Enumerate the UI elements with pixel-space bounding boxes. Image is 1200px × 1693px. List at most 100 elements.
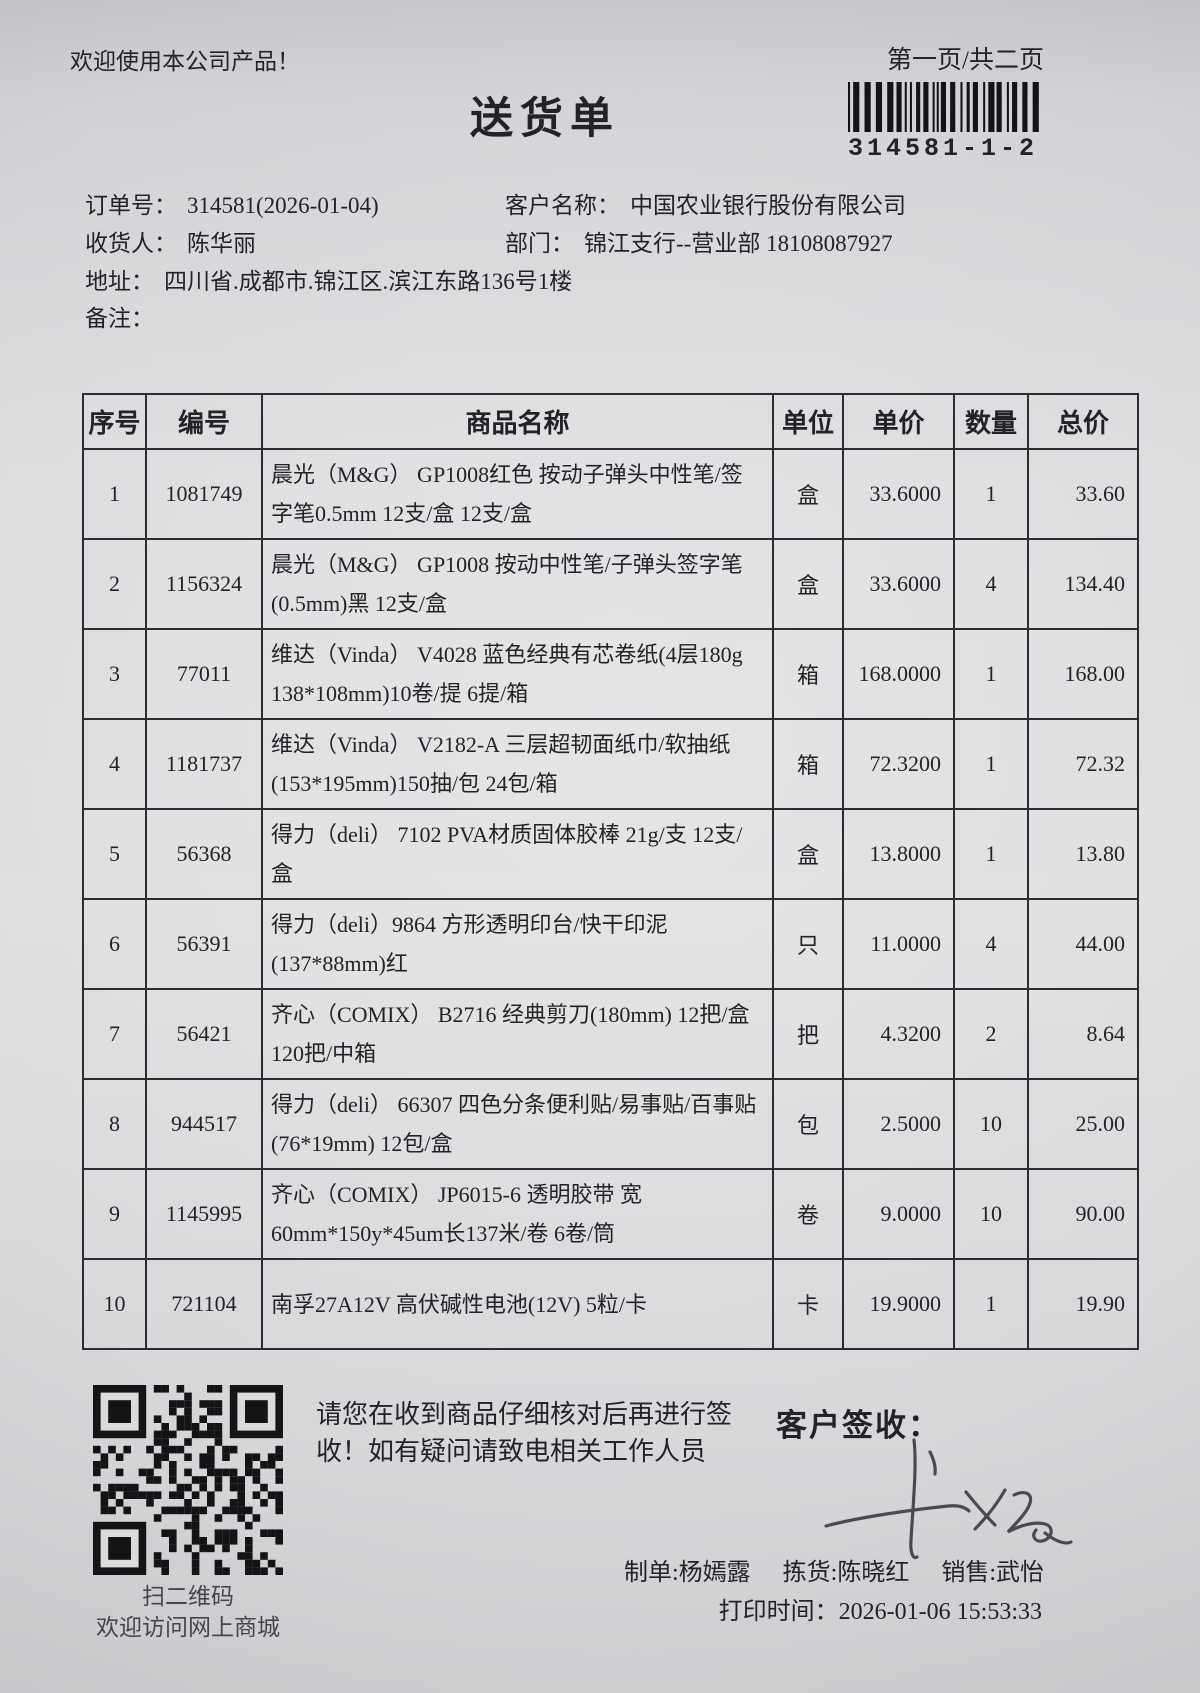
cell-code: 77011 xyxy=(145,628,263,720)
cell-unit: 盒 xyxy=(772,448,844,540)
handwritten-signature xyxy=(824,1438,1073,1560)
table-row: 2 1156324 晨光（M&G） GP1008 按动中性笔/子弹头签字笔(0.… xyxy=(82,538,1139,630)
cell-seq: 4 xyxy=(82,718,147,810)
address-line: 地址： 四川省.成都市.锦江区.滨江东路136号1楼 xyxy=(85,262,572,296)
items-table: 序号 编号 商品名称 单位 单价 数量 总价 1 1081749 晨光（M&G）… xyxy=(82,393,1139,1350)
table-row: 8 944517 得力（deli） 66307 四色分条便利贴/易事贴/百事贴(… xyxy=(82,1078,1139,1170)
cell-code: 1145995 xyxy=(145,1168,263,1260)
department-label: 部门： xyxy=(505,231,574,256)
order-number-label: 订单号： xyxy=(85,193,177,218)
signing-notice: 请您在收到商品仔细核对后再进行签 收！如有疑问请致电相关工作人员 xyxy=(316,1396,776,1470)
order-number-value: 314581(2026-01-04) xyxy=(187,193,379,218)
cell-unit-price: 2.5000 xyxy=(842,1078,955,1170)
cell-code: 1156324 xyxy=(145,538,263,630)
col-header-seq: 序号 xyxy=(82,393,147,450)
customer-value: 中国农业银行股份有限公司 xyxy=(630,193,906,218)
col-header-product-name: 商品名称 xyxy=(261,393,774,450)
cell-unit-price: 9.0000 xyxy=(842,1168,955,1260)
table-row: 10 721104 南孚27A12V 高伏碱性电池(12V) 5粒/卡 卡 19… xyxy=(82,1258,1139,1350)
cell-unit-price: 11.0000 xyxy=(842,898,955,990)
cell-unit: 盒 xyxy=(772,808,844,900)
table-row: 9 1145995 齐心（COMIX） JP6015-6 透明胶带 宽60mm*… xyxy=(82,1168,1139,1260)
items-table-body: 1 1081749 晨光（M&G） GP1008红色 按动子弹头中性笔/签字笔0… xyxy=(82,448,1139,1350)
cell-quantity: 10 xyxy=(953,1078,1029,1170)
page-indicator: 第一页/共二页 xyxy=(887,47,1044,74)
cell-total: 19.90 xyxy=(1027,1258,1139,1350)
picker-name: 陈晓红 xyxy=(837,1560,910,1586)
department-value: 锦江支行--营业部 18108087927 xyxy=(584,231,893,256)
cell-code: 1081749 xyxy=(145,448,263,540)
col-header-unit-price: 单价 xyxy=(842,393,955,450)
maker-label: 制单: xyxy=(623,1560,679,1586)
cell-unit-price: 33.6000 xyxy=(842,448,955,540)
cell-quantity: 1 xyxy=(953,628,1029,720)
cell-product-name: 南孚27A12V 高伏碱性电池(12V) 5粒/卡 xyxy=(261,1258,774,1350)
cell-quantity: 2 xyxy=(953,988,1029,1080)
customer-label: 客户名称： xyxy=(505,193,620,218)
department-line: 部门： 锦江支行--营业部 18108087927 xyxy=(505,224,893,258)
table-row: 4 1181737 维达（Vinda） V2182-A 三层超韧面纸巾/软抽纸(… xyxy=(82,718,1139,810)
cell-code: 944517 xyxy=(145,1078,263,1170)
cell-code: 56421 xyxy=(145,988,263,1080)
cell-quantity: 1 xyxy=(953,718,1029,810)
table-row: 3 77011 维达（Vinda） V4028 蓝色经典有芯卷纸(4层180g … xyxy=(82,628,1139,720)
col-header-unit: 单位 xyxy=(772,393,844,450)
cell-unit-price: 13.8000 xyxy=(842,808,955,900)
col-header-quantity: 数量 xyxy=(953,393,1029,450)
cell-total: 72.32 xyxy=(1027,718,1139,810)
picker-label: 拣货: xyxy=(782,1560,838,1586)
welcome-text: 欢迎使用本公司产品！ xyxy=(70,49,300,74)
cell-product-name: 维达（Vinda） V4028 蓝色经典有芯卷纸(4层180g 138*108m… xyxy=(261,628,774,720)
seller-label: 销售: xyxy=(941,1560,996,1586)
print-time-label: 打印时间： xyxy=(718,1599,839,1625)
print-time-value: 2026-01-06 15:53:33 xyxy=(838,1599,1042,1625)
cell-unit: 箱 xyxy=(772,718,844,810)
cell-total: 90.00 xyxy=(1027,1168,1139,1260)
cell-seq: 2 xyxy=(82,538,147,630)
receiver-label: 收货人： xyxy=(85,231,177,256)
staff-line: 制单:杨嫣露 拣货:陈晓红 销售:武怡 xyxy=(624,1552,1044,1587)
barcode-number: 314581-1-2 xyxy=(848,134,1039,163)
qr-code-icon xyxy=(93,1385,283,1575)
barcode: 314581-1-2 xyxy=(848,82,1044,163)
customer-sign-label: 客户签收： xyxy=(776,1408,941,1443)
cell-quantity: 10 xyxy=(953,1168,1029,1260)
cell-seq: 6 xyxy=(82,898,147,990)
cell-product-name: 齐心（COMIX） B2716 经典剪刀(180mm) 12把/盒 120把/中… xyxy=(261,988,774,1080)
cell-seq: 7 xyxy=(82,988,147,1080)
receiver-line: 收货人： 陈华丽 xyxy=(85,224,256,258)
cell-seq: 9 xyxy=(82,1168,147,1260)
cell-seq: 10 xyxy=(82,1258,147,1350)
cell-code: 56368 xyxy=(145,808,263,900)
cell-product-name: 维达（Vinda） V2182-A 三层超韧面纸巾/软抽纸(153*195mm)… xyxy=(261,718,774,810)
cell-unit-price: 19.9000 xyxy=(842,1258,955,1350)
cell-total: 33.60 xyxy=(1027,448,1139,540)
cell-quantity: 4 xyxy=(953,538,1029,630)
cell-total: 25.00 xyxy=(1027,1078,1139,1170)
col-header-code: 编号 xyxy=(145,393,263,450)
page-title: 送货单 xyxy=(470,96,620,143)
cell-unit: 只 xyxy=(772,898,844,990)
remark-label: 备注： xyxy=(85,306,154,331)
cell-seq: 8 xyxy=(82,1078,147,1170)
barcode-bars xyxy=(848,82,1039,132)
maker-name: 杨嫣露 xyxy=(678,1560,751,1586)
qr-caption-line1: 扫二维码 xyxy=(142,1584,234,1609)
address-value: 四川省.成都市.锦江区.滨江东路136号1楼 xyxy=(164,269,573,294)
print-time-line: 打印时间：2026-01-06 15:53:33 xyxy=(719,1591,1042,1626)
picker-group: 拣货:陈晓红 xyxy=(783,1560,910,1586)
cell-total: 8.64 xyxy=(1027,988,1139,1080)
cell-code: 56391 xyxy=(145,898,263,990)
cell-product-name: 齐心（COMIX） JP6015-6 透明胶带 宽60mm*150y*45um长… xyxy=(261,1168,774,1260)
cell-product-name: 得力（deli） 7102 PVA材质固体胶棒 21g/支 12支/盒 xyxy=(261,808,774,900)
cell-unit: 把 xyxy=(772,988,844,1080)
cell-seq: 3 xyxy=(82,628,147,720)
cell-product-name: 得力（deli） 66307 四色分条便利贴/易事贴/百事贴(76*19mm) … xyxy=(261,1078,774,1170)
qr-code-svg xyxy=(93,1385,283,1575)
cell-total: 13.80 xyxy=(1027,808,1139,900)
cell-unit: 包 xyxy=(772,1078,844,1170)
cell-quantity: 4 xyxy=(953,898,1029,990)
qr-caption-line2: 欢迎访问网上商城 xyxy=(96,1615,280,1640)
order-number-line: 订单号： 314581(2026-01-04) xyxy=(85,186,379,220)
